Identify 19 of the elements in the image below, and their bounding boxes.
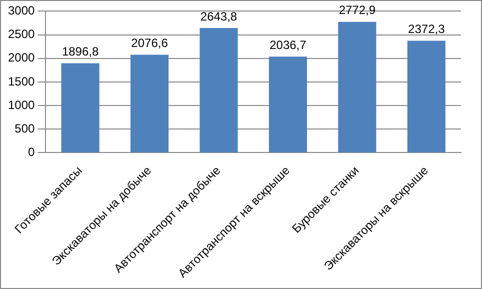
y-tick-label: 3000 [8,4,36,18]
bar [407,40,446,152]
data-label: 2076,6 [131,36,168,50]
data-label: 2643,8 [200,9,238,24]
data-label: 2772,9 [338,3,376,18]
bar [200,28,238,152]
bar [338,22,376,152]
y-tick-label: 2500 [8,27,36,42]
y-tick-label: 0 [28,145,36,160]
y-tick-label: 500 [14,121,36,136]
bar [268,56,307,152]
bar [130,54,169,152]
data-label: 1896,8 [62,44,99,59]
data-label: 2036,7 [270,38,307,52]
data-label: 2372,3 [408,22,446,36]
bar [61,63,100,152]
y-tick-label: 1500 [8,74,36,88]
y-tick-label: 2000 [8,50,36,65]
y-tick-label: 1000 [8,98,36,112]
